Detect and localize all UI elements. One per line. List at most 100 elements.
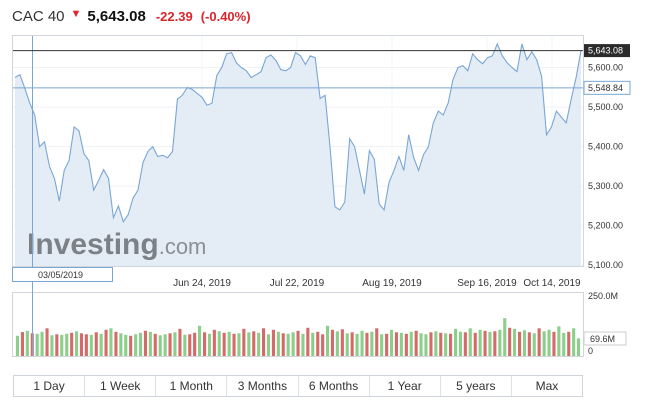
volume-last-label: 69.6M [590,334,615,344]
tab-6-months[interactable]: 6 Months [299,376,370,396]
volume-bar [311,332,315,356]
crosshair-date-label: 03/05/2019 [38,270,83,280]
volume-bar [134,334,138,356]
volume-bar [75,331,79,356]
volume-bar [40,331,44,356]
volume-bar [143,330,147,356]
price-area-fill [15,43,581,267]
volume-bar [207,333,211,356]
volume-bar [424,334,428,356]
volume-bar [572,328,576,356]
volume-bar [335,331,339,356]
x-tick-label: Sep 16, 2019 [457,278,517,289]
volume-bar [350,332,354,356]
volume-bar [503,318,507,356]
tab-1-month[interactable]: 1 Month [156,376,228,396]
price-change-percent: (-0.40%) [200,9,251,24]
volume-plot-border [12,292,584,357]
volume-bar [60,334,64,356]
volume-bar [276,331,280,356]
volume-bar [232,333,236,356]
volume-bar [321,334,325,356]
volume-bar [153,333,157,356]
volume-bar [25,330,29,356]
volume-bar [360,330,364,356]
volume-bar [508,327,512,356]
volume-bar [188,334,192,356]
brand-watermark: Investing.com [27,228,206,261]
volume-bar [454,328,458,356]
tab-max[interactable]: Max [535,379,559,393]
volume-bar [473,332,477,356]
volume-bar [203,332,207,356]
volume-bar [242,328,246,356]
volume-bar [355,333,359,356]
volume-bar [119,333,123,356]
timeframe-tabs: 1 Day 1 Week 1 Month 3 Months 6 Months 1 Year… [13,375,583,397]
last-price-tag [584,44,630,58]
volume-bar [522,330,526,356]
volume-bar [257,332,261,356]
volume-bar [493,331,497,356]
tab-5-years[interactable]: 5 years [441,376,512,396]
volume-bar [247,332,251,356]
y-axis: 5,100.00 5,200.00 5,300.00 5,400.00 5,500.00… [588,63,623,271]
tab-3-months[interactable]: 3 Months [227,376,299,396]
volume-bars [15,318,581,356]
volume-bar [281,333,285,356]
volume-bar [399,332,403,356]
volume-bar [562,332,566,356]
volume-bar [483,330,487,356]
volume-bar [183,334,187,356]
volume-bar [498,329,502,356]
price-plot-border [12,35,584,267]
volume-bar [55,334,59,356]
volume-bar [129,335,133,356]
volume-bar [577,338,581,356]
volume-bar [429,332,433,356]
volume-bar [89,334,93,356]
volume-bar [168,333,172,356]
volume-bar [532,333,536,356]
volume-bar [345,333,349,356]
volume-bar [262,328,266,356]
volume-bar [370,331,374,356]
volume-bar [434,331,438,356]
volume-bar [50,335,54,356]
volume-bar [84,334,88,356]
volume-bar [439,332,443,356]
volume-bar [394,332,398,356]
volume-bar [557,326,561,356]
volume-bar [45,328,49,356]
volume-bar [390,329,394,356]
tab-1-week[interactable]: 1 Week [85,376,157,396]
volume-bar [70,332,74,356]
volume-bar [404,333,408,356]
volume-bar [385,333,389,356]
volume-bar [99,333,103,356]
volume-bar [252,331,256,356]
volume-bar [306,327,310,356]
volume-bar [217,331,221,356]
volume-bar [291,332,295,356]
brand-name: Investing [27,228,159,261]
y-tick-label: 5,600.00 [588,63,623,73]
volume-bar [79,333,83,356]
tab-1-year[interactable]: 1 Year [370,376,441,396]
volume-bar [365,332,369,356]
crosshair-date-tag [12,267,113,282]
last-price: 5,643.08 [87,8,146,25]
index-name: CAC 40 [12,8,65,25]
y-tick-label: 5,200.00 [588,221,623,231]
volume-bar [444,333,448,356]
y-tick-label: 5,100.00 [588,260,623,270]
volume-bar [109,328,113,356]
tab-1-day[interactable]: 1 Day [14,376,86,396]
price-area [14,42,582,267]
volume-bar [449,333,453,356]
volume-bar [94,332,98,356]
volume-bar [286,333,290,356]
volume-bar [463,332,467,356]
volume-bar [552,331,556,356]
